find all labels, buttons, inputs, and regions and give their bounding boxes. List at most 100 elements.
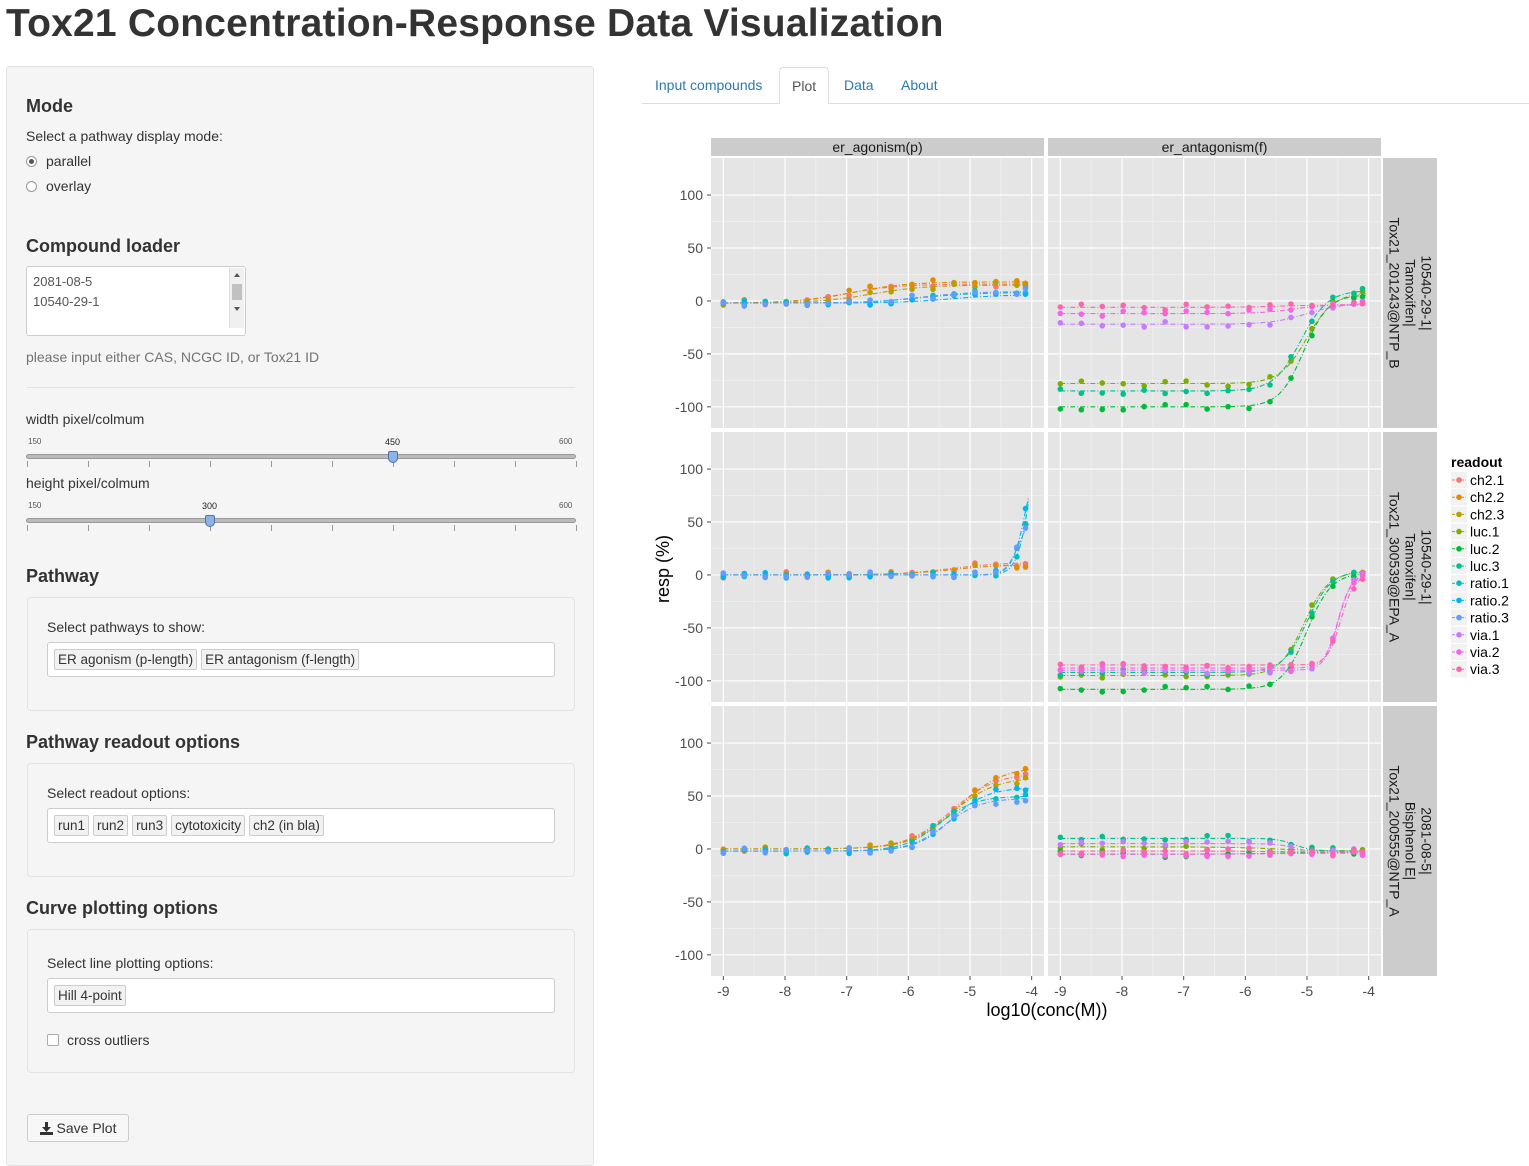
data-point — [993, 569, 999, 576]
data-point — [1162, 663, 1168, 670]
readout-select[interactable]: run1 run2 run3 cytotoxicity ch2 (in bla) — [47, 808, 555, 843]
tab-about[interactable]: About — [901, 77, 938, 93]
readout-tag-run3[interactable]: run3 — [132, 815, 168, 836]
data-point — [1246, 663, 1252, 670]
data-point — [1183, 324, 1189, 330]
x-tick-label: -5 — [1301, 983, 1314, 999]
data-point — [867, 569, 873, 575]
fit-curve — [723, 778, 1029, 850]
width-slider-value: 450 — [385, 437, 401, 447]
curve-tag-hill[interactable]: Hill 4-point — [54, 985, 126, 1006]
data-point — [1183, 401, 1189, 408]
data-point — [762, 301, 769, 307]
legend-label: ch2.3 — [1470, 506, 1504, 522]
y-axis-title: resp (%) — [653, 535, 673, 603]
data-point — [1288, 375, 1294, 381]
fit-curve — [1060, 570, 1366, 673]
data-point — [1120, 302, 1127, 309]
legend-point — [1456, 649, 1462, 655]
data-point — [720, 299, 727, 306]
save-plot-button[interactable]: Save Plot — [27, 1114, 129, 1142]
data-point — [720, 574, 727, 581]
readout-prompt: Select readout options: — [47, 785, 191, 801]
pathway-select[interactable]: ER agonism (p-length) ER antagonism (f-l… — [47, 642, 555, 677]
compound-textarea[interactable]: 2081-08-5 10540-29-1 — [26, 266, 246, 336]
mode-option-overlay[interactable]: overlay — [26, 178, 91, 194]
data-point — [825, 848, 831, 855]
data-point — [1351, 569, 1357, 576]
data-point — [1099, 303, 1106, 310]
scroll-down-icon[interactable] — [234, 307, 240, 311]
data-point — [1183, 850, 1189, 857]
data-point — [1014, 554, 1020, 560]
legend-point — [1456, 546, 1462, 552]
readout-tag-ch2[interactable]: ch2 (in bla) — [249, 815, 324, 836]
data-point — [1267, 382, 1273, 388]
data-point — [1022, 765, 1029, 772]
legend-label: via.2 — [1470, 644, 1500, 660]
data-point — [1120, 407, 1127, 413]
pathway-tag-agonism[interactable]: ER agonism (p-length) — [54, 649, 198, 670]
curve-select[interactable]: Hill 4-point — [47, 978, 555, 1013]
data-point — [1267, 840, 1273, 846]
radio-overlay[interactable] — [26, 180, 37, 192]
data-point — [1162, 401, 1168, 408]
tab-plot[interactable]: Plot — [779, 67, 830, 104]
data-point — [1288, 353, 1294, 360]
scroll-thumb[interactable] — [232, 284, 242, 300]
mode-option-parallel[interactable]: parallel — [26, 153, 91, 169]
cross-outliers-checkbox[interactable] — [47, 1034, 59, 1046]
readout-tag-run1[interactable]: run1 — [54, 815, 90, 836]
data-point — [1022, 291, 1029, 297]
data-point — [1351, 580, 1357, 586]
radio-parallel-label: parallel — [46, 153, 92, 169]
data-point — [825, 300, 831, 307]
data-point — [1022, 525, 1029, 531]
data-point — [1183, 301, 1189, 308]
slider-tick — [88, 525, 89, 531]
legend-point — [1456, 632, 1462, 638]
data-point — [1246, 405, 1252, 412]
width-slider-track[interactable] — [26, 454, 576, 459]
scroll-up-icon[interactable] — [234, 273, 240, 277]
width-slider-label: width pixel/colmum — [26, 411, 145, 427]
data-point — [720, 849, 727, 856]
fit-curve — [1060, 852, 1366, 855]
data-point — [1351, 846, 1357, 853]
data-point — [1288, 301, 1294, 307]
data-point — [1267, 849, 1273, 855]
data-point — [1141, 849, 1147, 855]
legend-label: ratio.2 — [1470, 592, 1509, 608]
height-slider-track[interactable] — [26, 518, 576, 523]
data-point — [1359, 570, 1366, 577]
data-point — [1014, 544, 1020, 550]
textarea-scrollbar[interactable] — [229, 268, 244, 328]
readout-tag-run2[interactable]: run2 — [93, 815, 129, 836]
data-point — [1309, 848, 1315, 854]
tab-data[interactable]: Data — [844, 77, 874, 93]
data-point — [1022, 285, 1029, 292]
data-point — [1141, 836, 1147, 842]
tab-input-compounds[interactable]: Input compounds — [655, 77, 763, 93]
height-slider-handle[interactable] — [205, 515, 215, 527]
data-point — [720, 570, 727, 576]
data-point — [1267, 374, 1273, 380]
data-point — [1078, 850, 1085, 857]
mode-prompt: Select a pathway display mode: — [26, 128, 223, 144]
slider-tick — [454, 525, 455, 531]
radio-parallel[interactable] — [26, 155, 37, 167]
x-axis-title: log10(conc(M)) — [986, 1000, 1107, 1020]
legend-point — [1456, 477, 1462, 483]
width-slider-handle[interactable] — [388, 451, 398, 463]
slider-tick — [149, 461, 150, 467]
compound-help-text: please input either CAS, NCGC ID, or Tox… — [26, 349, 320, 365]
pathway-tag-antagonism[interactable]: ER antagonism (f-length) — [201, 649, 360, 670]
cross-outliers-option[interactable]: cross outliers — [47, 1032, 149, 1048]
data-point — [1120, 322, 1127, 328]
data-point — [741, 303, 748, 309]
curve-prompt: Select line plotting options: — [47, 955, 214, 971]
data-point — [951, 567, 957, 573]
y-tick-label: 0 — [695, 567, 703, 583]
readout-tag-cytotoxicity[interactable]: cytotoxicity — [171, 815, 246, 836]
data-point — [1162, 853, 1168, 859]
